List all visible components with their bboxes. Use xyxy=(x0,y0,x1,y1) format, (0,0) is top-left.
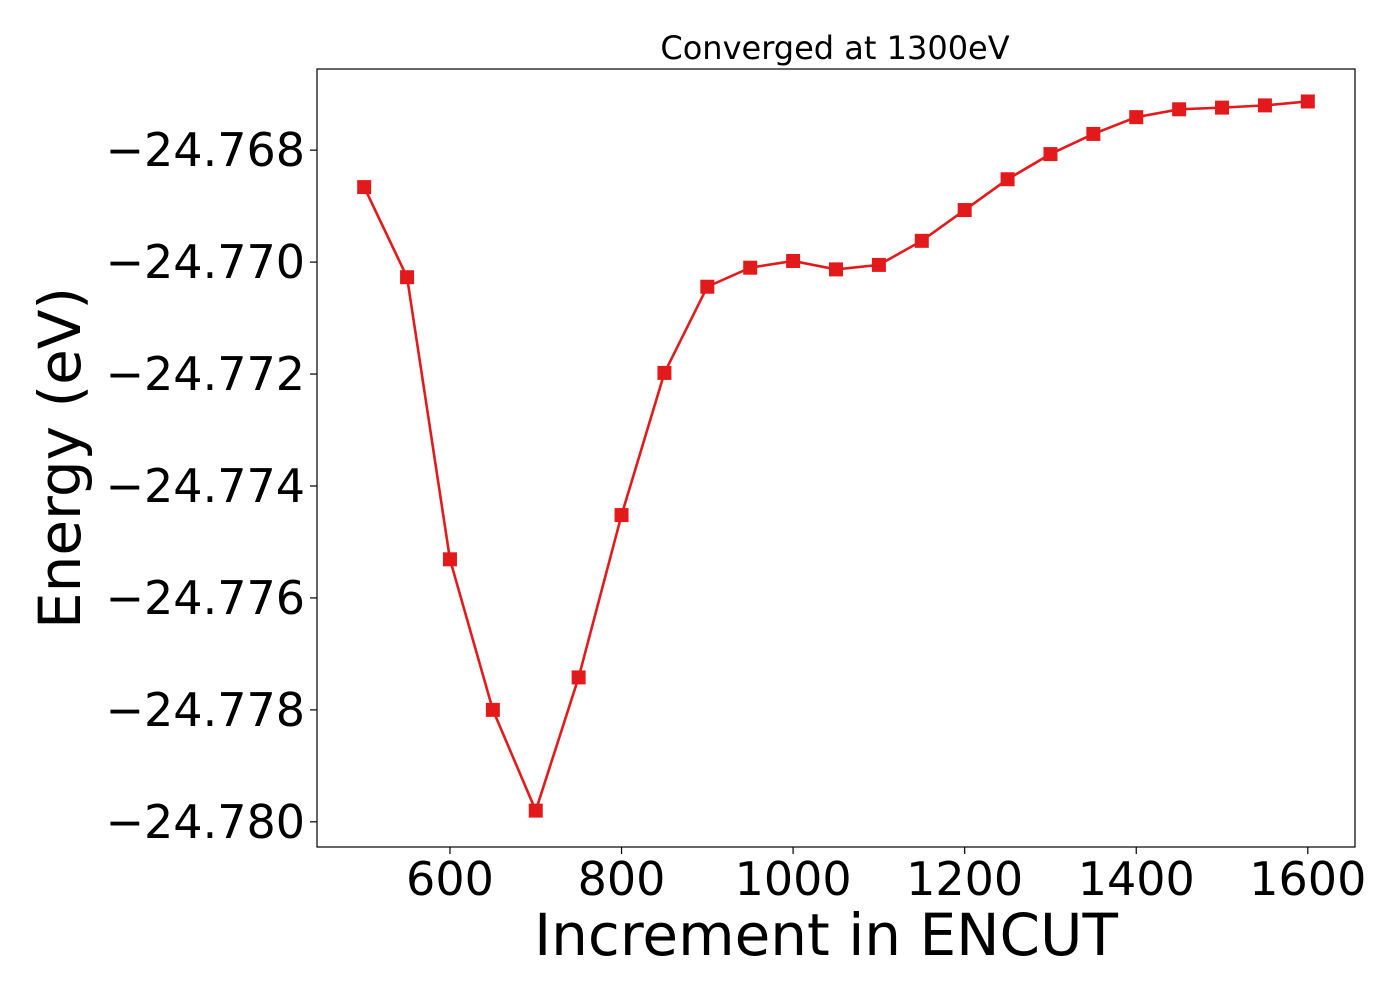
y-tick-label: −24.768 xyxy=(106,123,306,177)
data-point-marker xyxy=(700,279,715,294)
data-point-marker xyxy=(614,508,629,523)
data-point-marker xyxy=(1257,98,1272,113)
x-axis-label: Increment in ENCUT xyxy=(534,901,1118,969)
data-point-marker xyxy=(1000,172,1015,187)
data-point-marker xyxy=(1043,147,1058,162)
data-point-marker xyxy=(1215,100,1230,115)
data-point-marker xyxy=(528,803,543,818)
energy-series-markers xyxy=(357,94,1315,818)
data-point-marker xyxy=(442,552,457,567)
x-tick-label: 1200 xyxy=(906,852,1023,906)
data-point-marker xyxy=(786,253,801,268)
x-tick-label: 1000 xyxy=(735,852,852,906)
data-point-marker xyxy=(957,203,972,218)
chart-title: Converged at 1300eV xyxy=(660,29,1009,67)
data-point-marker xyxy=(1172,102,1187,117)
data-point-marker xyxy=(743,260,758,275)
data-point-marker xyxy=(357,180,372,195)
plot-area-frame xyxy=(316,68,1356,848)
x-tick-label: 1400 xyxy=(1078,852,1195,906)
x-tick-label: 600 xyxy=(406,852,494,906)
y-axis: −24.768 −24.770 −24.772 −24.774 −24.776 −24.7… xyxy=(106,123,317,849)
y-tick-label: −24.778 xyxy=(106,683,306,737)
data-point-marker xyxy=(657,365,672,380)
data-point-marker xyxy=(1300,94,1315,109)
y-tick-label: −24.780 xyxy=(106,795,306,849)
data-point-marker xyxy=(1129,110,1144,125)
y-tick-label: −24.772 xyxy=(106,347,306,401)
data-point-marker xyxy=(571,670,586,685)
data-point-marker xyxy=(914,233,929,248)
data-point-marker xyxy=(1086,126,1101,141)
y-tick-label: −24.774 xyxy=(106,459,306,513)
energy-series-line xyxy=(363,100,1308,815)
data-point-marker xyxy=(485,702,500,717)
y-tick-label: −24.776 xyxy=(106,571,306,625)
data-point-marker xyxy=(829,262,843,277)
data-point-marker xyxy=(400,270,415,285)
y-axis-label: Energy (eV) xyxy=(26,287,94,629)
x-tick-label: 800 xyxy=(578,852,666,906)
x-tick-label: 1600 xyxy=(1249,852,1366,906)
x-axis: 600 800 1000 1200 1400 1600 xyxy=(406,847,1366,906)
data-point-marker xyxy=(871,257,886,272)
y-tick-label: −24.770 xyxy=(106,235,306,289)
